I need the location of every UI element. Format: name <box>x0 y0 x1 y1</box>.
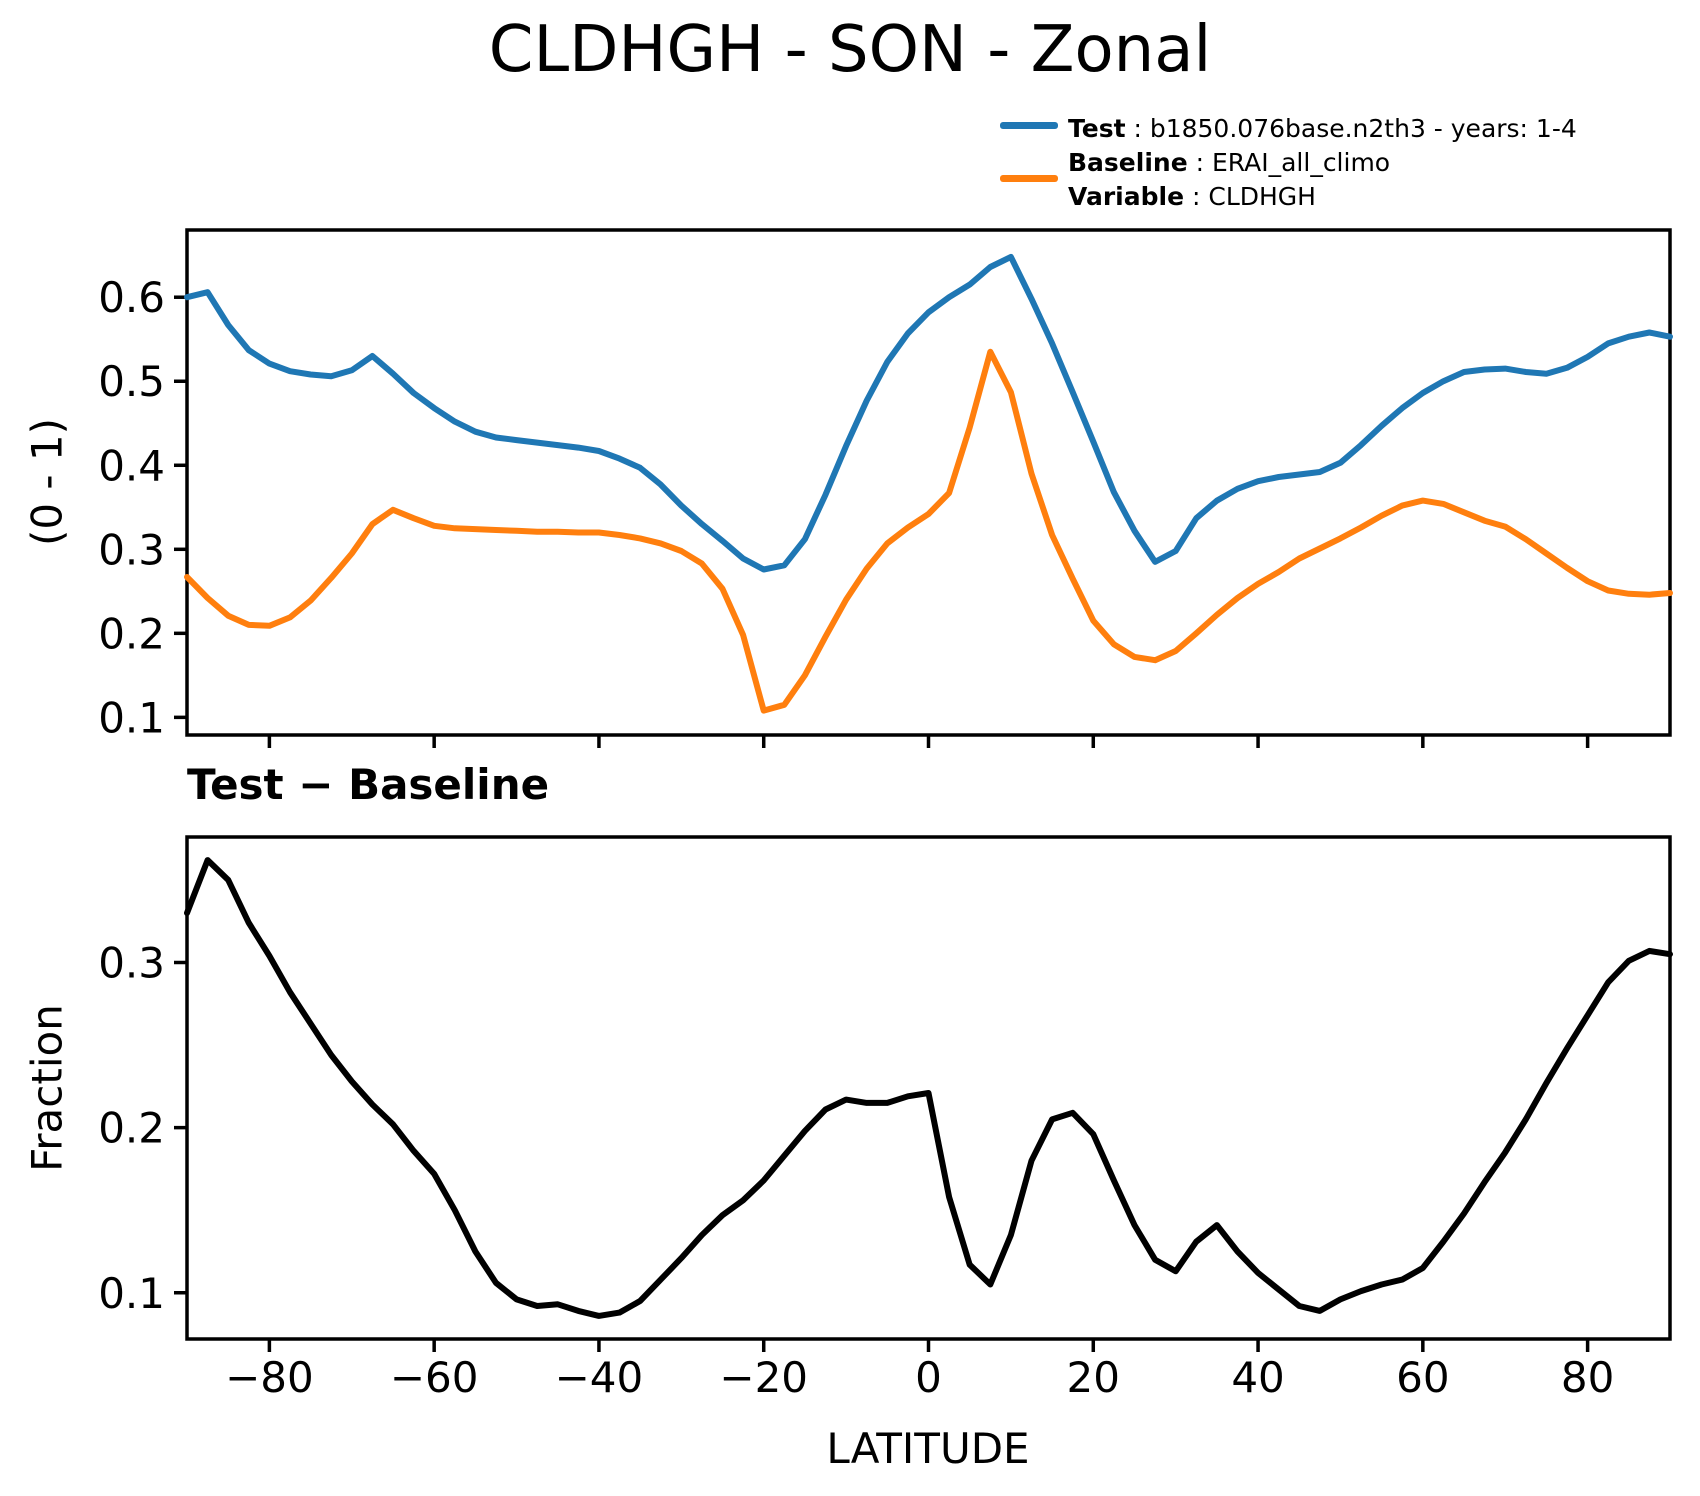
test-line-swatch <box>1000 122 1058 129</box>
x-tick-label: 60 <box>1396 1353 1449 1402</box>
legend-test-value: : b1850.076base.n2th3 - years: 1-4 <box>1125 114 1577 143</box>
x-axis-label: LATITUDE <box>826 1424 1030 1473</box>
x-tick-label: 80 <box>1561 1353 1614 1402</box>
legend-test-label: Test <box>1068 114 1126 143</box>
y-tick-label: 0.4 <box>98 441 165 490</box>
y-tick-label: 0.3 <box>98 939 165 988</box>
x-tick-label: −60 <box>390 1353 479 1402</box>
y-tick-label: 0.2 <box>98 609 165 658</box>
y-tick-label: 0.1 <box>98 693 165 742</box>
x-tick-label: 40 <box>1231 1353 1284 1402</box>
legend-baseline-label: Baseline <box>1068 148 1188 177</box>
test-curve <box>184 253 1673 573</box>
legend-entry-test: Test : b1850.076base.n2th3 - years: 1-4 <box>1068 112 1577 146</box>
legend-entry-baseline: Baseline : ERAI_all_climo <box>1068 146 1390 180</box>
x-tick-label: −80 <box>225 1353 314 1402</box>
x-tick-label: 0 <box>915 1353 942 1402</box>
x-tick-label: 20 <box>1067 1353 1120 1402</box>
y-axis-label-top: (0 - 1) <box>22 417 72 547</box>
x-tick-label: −20 <box>719 1353 808 1402</box>
legend-variable-value: : CLDHGH <box>1184 182 1316 211</box>
panel-2-border <box>185 835 1672 1341</box>
legend-entry-variable: Variable : CLDHGH <box>1068 180 1316 214</box>
difference-curve <box>184 857 1673 1319</box>
y-axis-label-bottom: Fraction <box>22 1004 72 1172</box>
legend-baseline-value: : ERAI_all_climo <box>1187 148 1391 177</box>
panel-1-border <box>185 228 1672 737</box>
page-title: CLDHGH - SON - Zonal <box>488 13 1212 87</box>
y-tick-label: 0.1 <box>98 1269 165 1318</box>
baseline-curve <box>184 348 1673 714</box>
baseline-line-swatch <box>1000 175 1058 182</box>
y-tick-label: 0.3 <box>98 525 165 574</box>
difference-panel-title: Test − Baseline <box>187 760 550 809</box>
y-tick-label: 0.5 <box>98 357 165 406</box>
x-tick-label: −40 <box>555 1353 644 1402</box>
legend-variable-label: Variable <box>1068 182 1185 211</box>
y-tick-label: 0.6 <box>98 273 165 322</box>
y-tick-label: 0.2 <box>98 1104 165 1153</box>
